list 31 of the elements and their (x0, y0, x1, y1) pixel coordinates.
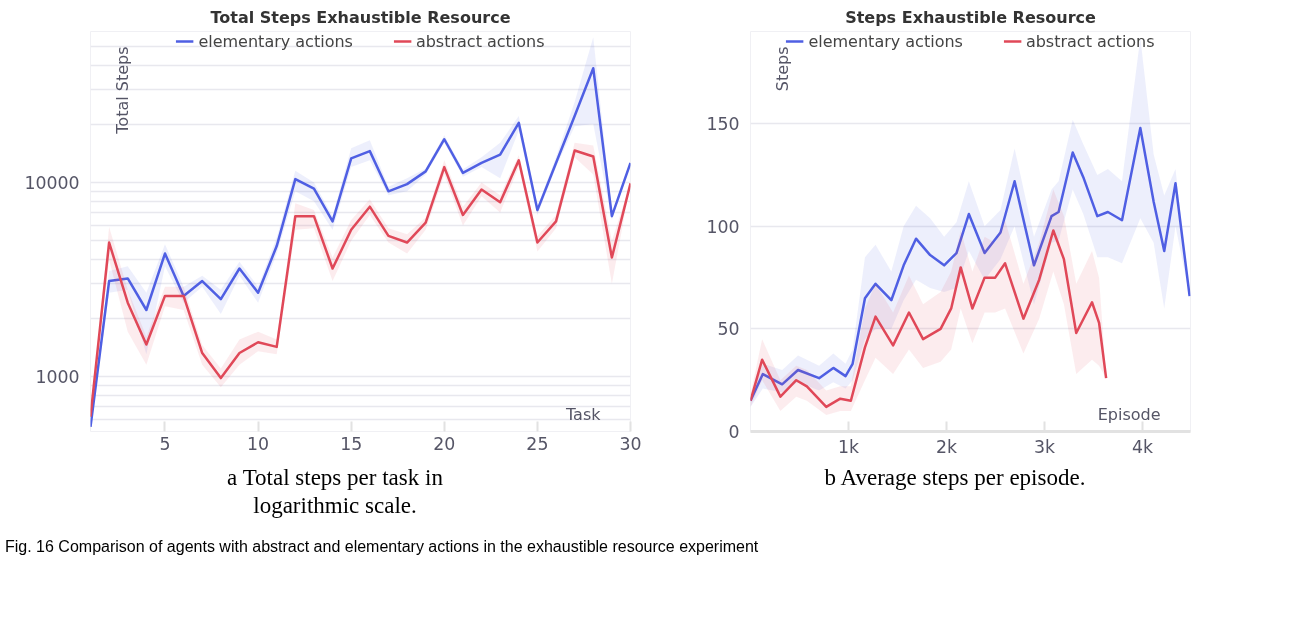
text: b Average steps per episode. (824, 464, 1086, 492)
line-series (750, 229, 1108, 409)
x-tick-label: 10 (247, 433, 270, 454)
y-tick-label: 0 (728, 422, 740, 442)
x-axis-title: Episode (1097, 404, 1161, 424)
text: a Total steps per task in logarithmic scale. (226, 464, 444, 520)
y-tick-label: 100 (706, 216, 740, 237)
y-axis-title: Total Steps (112, 46, 132, 135)
x-tick-label: 20 (433, 433, 456, 454)
x-tick-label: 3k (1033, 436, 1056, 457)
chart-title: Total Steps Exhaustible Resource (210, 7, 511, 27)
y-tick-label: 50 (717, 319, 740, 340)
legend-label: abstract actions (415, 31, 545, 51)
x-tick-label: 5 (159, 433, 171, 454)
x-axis-title: Task (564, 404, 602, 424)
caption: Fig. 16 Comparison of agents with abstract and elementary actions in the exhaustible resource experiment (5, 537, 759, 557)
chart-title: Steps Exhaustible Resource (845, 7, 1097, 27)
legend-label: elementary actions (808, 31, 963, 51)
y-tick-label: 10000 (24, 172, 80, 193)
x-tick-label: 4k (1131, 436, 1154, 457)
x-tick-label: 15 (340, 433, 363, 454)
x-tick-label: 30 (619, 433, 642, 454)
y-axis-title: Steps (772, 46, 792, 92)
line-series (750, 126, 1191, 402)
legend-label: abstract actions (1025, 31, 1155, 51)
x-tick-label: 2k (935, 436, 958, 457)
x-tick-label: 1k (837, 436, 860, 457)
x-tick-label: 25 (526, 433, 549, 454)
y-tick-label: 1000 (35, 366, 80, 387)
y-tick-label: 150 (706, 114, 740, 135)
legend-label: elementary actions (198, 31, 353, 51)
